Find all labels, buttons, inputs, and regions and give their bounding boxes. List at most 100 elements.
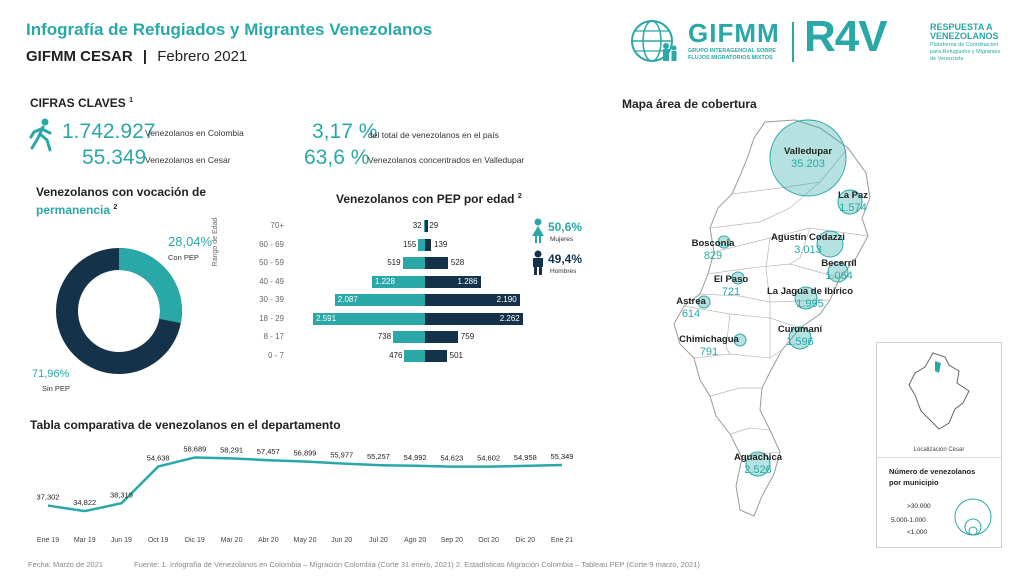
line-data-label: 37,302 (37, 493, 60, 502)
map-label-la-jagua: La Jagua de Ibirico (766, 286, 854, 297)
line-data-label: 55,349 (551, 452, 574, 461)
gifmm-logo-sub1: GRUPO INTERAGENCIAL SOBRE (688, 48, 776, 54)
pyramid-age-label: 0 - 7 (267, 350, 284, 360)
gifmm-logo-text: GIFMM (688, 18, 780, 48)
line-chart-title: Tabla comparativa de venezolanos en el d… (30, 418, 341, 432)
pyramid-value-male: 139 (434, 239, 448, 249)
map-label-aguachica: Aguachica (733, 452, 783, 463)
cesar-value: 55.349 (82, 146, 147, 169)
pyramid-heading: Venezolanos con PEP por edad 2 (336, 192, 522, 206)
report-date: Febrero 2021 (157, 48, 248, 65)
con-pep-pct: 28,04% (168, 234, 213, 249)
key-figures-heading-text: CIFRAS CLAVES (30, 96, 126, 110)
map-label-la-paz: La Paz (837, 190, 869, 201)
line-category-label: Sep 20 (441, 537, 463, 544)
permanence-heading: Venezolanos con vocación de permanencia … (36, 184, 206, 218)
map-value-curumani: 1.596 (786, 336, 814, 348)
line-data-label: 34,822 (73, 498, 96, 507)
map-value-la-paz: 1.574 (839, 202, 867, 214)
pyramid-bar-female (404, 349, 425, 362)
line-data-label: 58,291 (220, 445, 243, 454)
pyramid-value-male: 2.190 (496, 295, 517, 304)
con-pep-label: Con PEP (168, 253, 199, 262)
line-category-label: Jun 20 (331, 537, 352, 544)
female-icon (532, 218, 544, 243)
colombia-value: 1.742.927 (62, 120, 156, 143)
bubble-codazzi (816, 230, 844, 258)
pyramid-heading-text: Venezolanos con PEP por edad (336, 192, 515, 206)
globe-people-icon (631, 20, 677, 62)
bubble-la-paz (837, 189, 863, 215)
pyramid-age-label: 8 - 17 (263, 332, 284, 341)
gifmm-logo: GIFMM GRUPO INTERAGENCIAL SOBRE FLUJOS M… (628, 18, 788, 64)
bubble-valledupar (769, 119, 847, 197)
line-category-label: Dic 19 (185, 537, 205, 544)
map-value-codazzi: 3.013 (794, 244, 822, 256)
line-category-label: Jun 19 (111, 537, 132, 544)
pyramid-value-female: 519 (387, 258, 401, 267)
cesar-map (673, 119, 871, 517)
gifmm-logo-sub2: FLUJOS MIGRATORIOS MIXTOS (688, 55, 773, 61)
hombres-pct: 49,4% (548, 252, 583, 266)
pyramid-bar-male (425, 294, 520, 306)
pyramid-bar-female (418, 238, 425, 251)
pyramid-value-female: 1.228 (374, 276, 395, 286)
pyramid-bar-female (371, 275, 425, 288)
pyramid-value-male: 528 (450, 258, 465, 267)
colombia-label: Venezolanos en Colombia (145, 128, 244, 138)
sin-pep-pct: 71,96% (32, 368, 70, 380)
map-value-el-paso: 721 (721, 286, 741, 298)
map-label-astrea: Astrea (676, 296, 706, 307)
r4v-sub4: para Refugiados y Migrantes (930, 49, 1001, 55)
line-category-label: Jul 20 (369, 537, 388, 544)
pyramid-value-male: 759 (460, 332, 475, 341)
map-value-la-jagua: 1.995 (796, 298, 824, 310)
map-label-chimichagua: Chimichagua (679, 334, 739, 345)
pyramid-age-label: 50 - 59 (259, 258, 284, 267)
pyramid-bar-female (334, 294, 425, 306)
legend-title-1: Número de venezolanos (889, 467, 976, 476)
legend-circles (954, 498, 992, 536)
r4v-logo-text: R4V (804, 12, 888, 61)
r4v-sub3: Plataforma de Coordinación (930, 42, 999, 48)
legend-item-large: >30.000 (907, 503, 931, 510)
line-data-label: 55,257 (367, 452, 390, 461)
legend-item-medium: 5.000-1.000 (891, 517, 926, 524)
map-label-valledupar: Valledupar (783, 146, 833, 157)
logo-divider (792, 22, 794, 62)
pep-donut-chart (56, 248, 182, 374)
pyramid-value-female: 2.087 (337, 295, 358, 304)
r4v-sub5: de Venezuela (930, 56, 964, 62)
page-subtitle: GIFMM CESAR | Febrero 2021 (26, 48, 247, 65)
pyramid-value-female: 738 (377, 332, 392, 341)
map-value-becerril: 1.064 (825, 270, 853, 282)
line-data-label: 57,457 (257, 447, 280, 456)
venezolanos-line-chart: 37,302 Ene 19 34,822 Mar 19 38,319 Jun 19 54,6… (37, 444, 574, 544)
map-label-bosconia: Bosconia (691, 238, 735, 249)
pyramid-value-female: 2.591 (316, 313, 337, 323)
line-data-label: 54,602 (477, 454, 500, 463)
male-icon (533, 250, 543, 275)
line-data-label: 54,958 (514, 453, 537, 462)
cesar-label: Venezolanos en Cesar (145, 155, 231, 165)
r4v-sub1: RESPUESTA A (930, 22, 993, 32)
pyramid-value-female: 476 (389, 350, 403, 360)
pyramid-bar-male (425, 220, 428, 232)
sin-pep-label: Sin PEP (42, 384, 70, 393)
pyramid-bar-female (393, 331, 425, 343)
pyramid-bar-male (425, 349, 447, 362)
permanence-sup: 2 (113, 204, 118, 211)
permanence-heading-line2-wrap: permanencia 2 (36, 200, 206, 218)
pyramid-value-male: 29 (429, 221, 439, 230)
legend-item-small: <1.000 (907, 529, 928, 536)
line-category-label: Ene 21 (551, 537, 573, 544)
key-figures-heading: CIFRAS CLAVES 1 (30, 96, 133, 110)
map-value-bosconia: 829 (703, 250, 723, 262)
line-category-label: Dic 20 (515, 537, 535, 544)
map-value-valledupar: 35.203 (791, 158, 825, 170)
line-category-label: Ago 20 (404, 537, 426, 544)
pyramid-age-label: 70+ (270, 221, 284, 230)
line-data-label: 38,319 (110, 490, 133, 499)
r4v-sub2: VENEZOLANOS (930, 31, 999, 41)
permanence-heading-line2: permanencia (36, 203, 111, 217)
